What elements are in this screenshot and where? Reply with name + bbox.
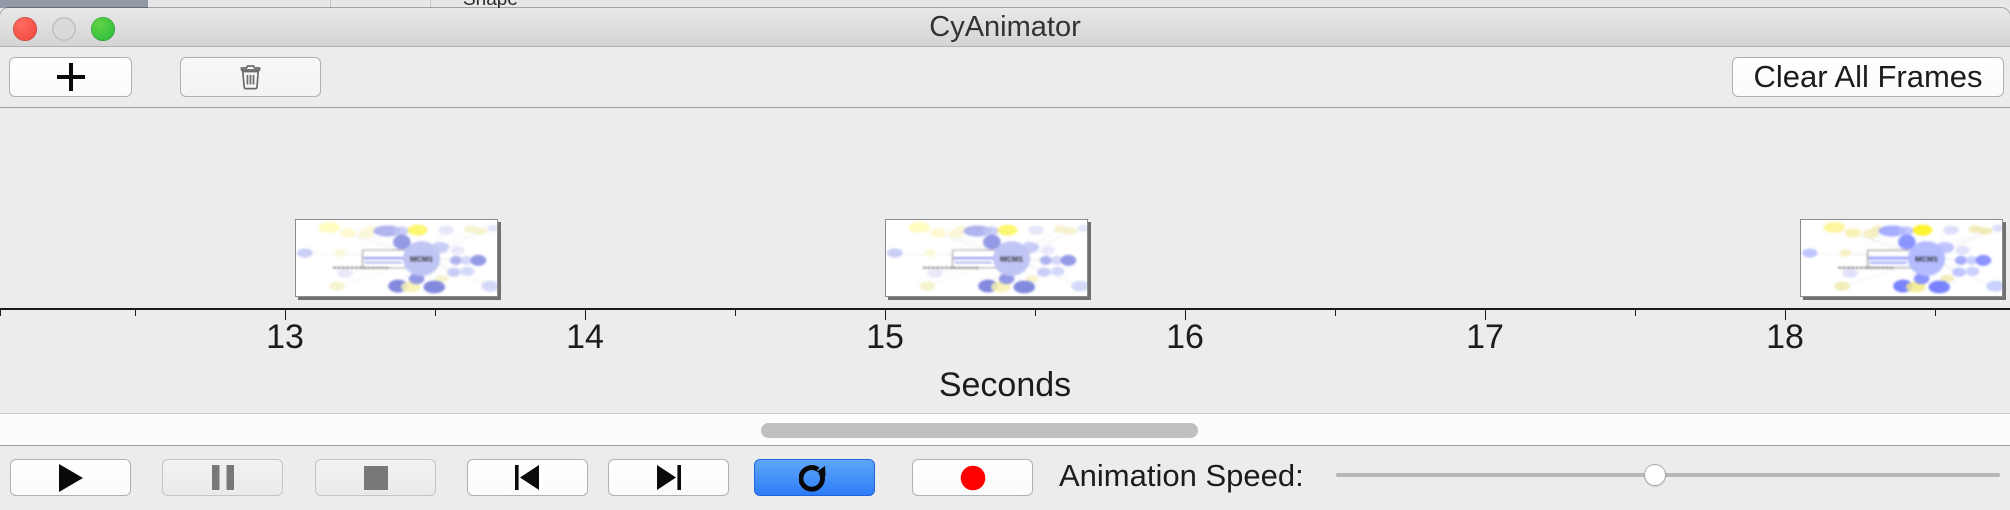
svg-text:MCM1: MCM1 bbox=[1915, 255, 1938, 264]
svg-text:MCM1: MCM1 bbox=[410, 255, 433, 264]
svg-text:MCM1: MCM1 bbox=[1000, 255, 1023, 264]
